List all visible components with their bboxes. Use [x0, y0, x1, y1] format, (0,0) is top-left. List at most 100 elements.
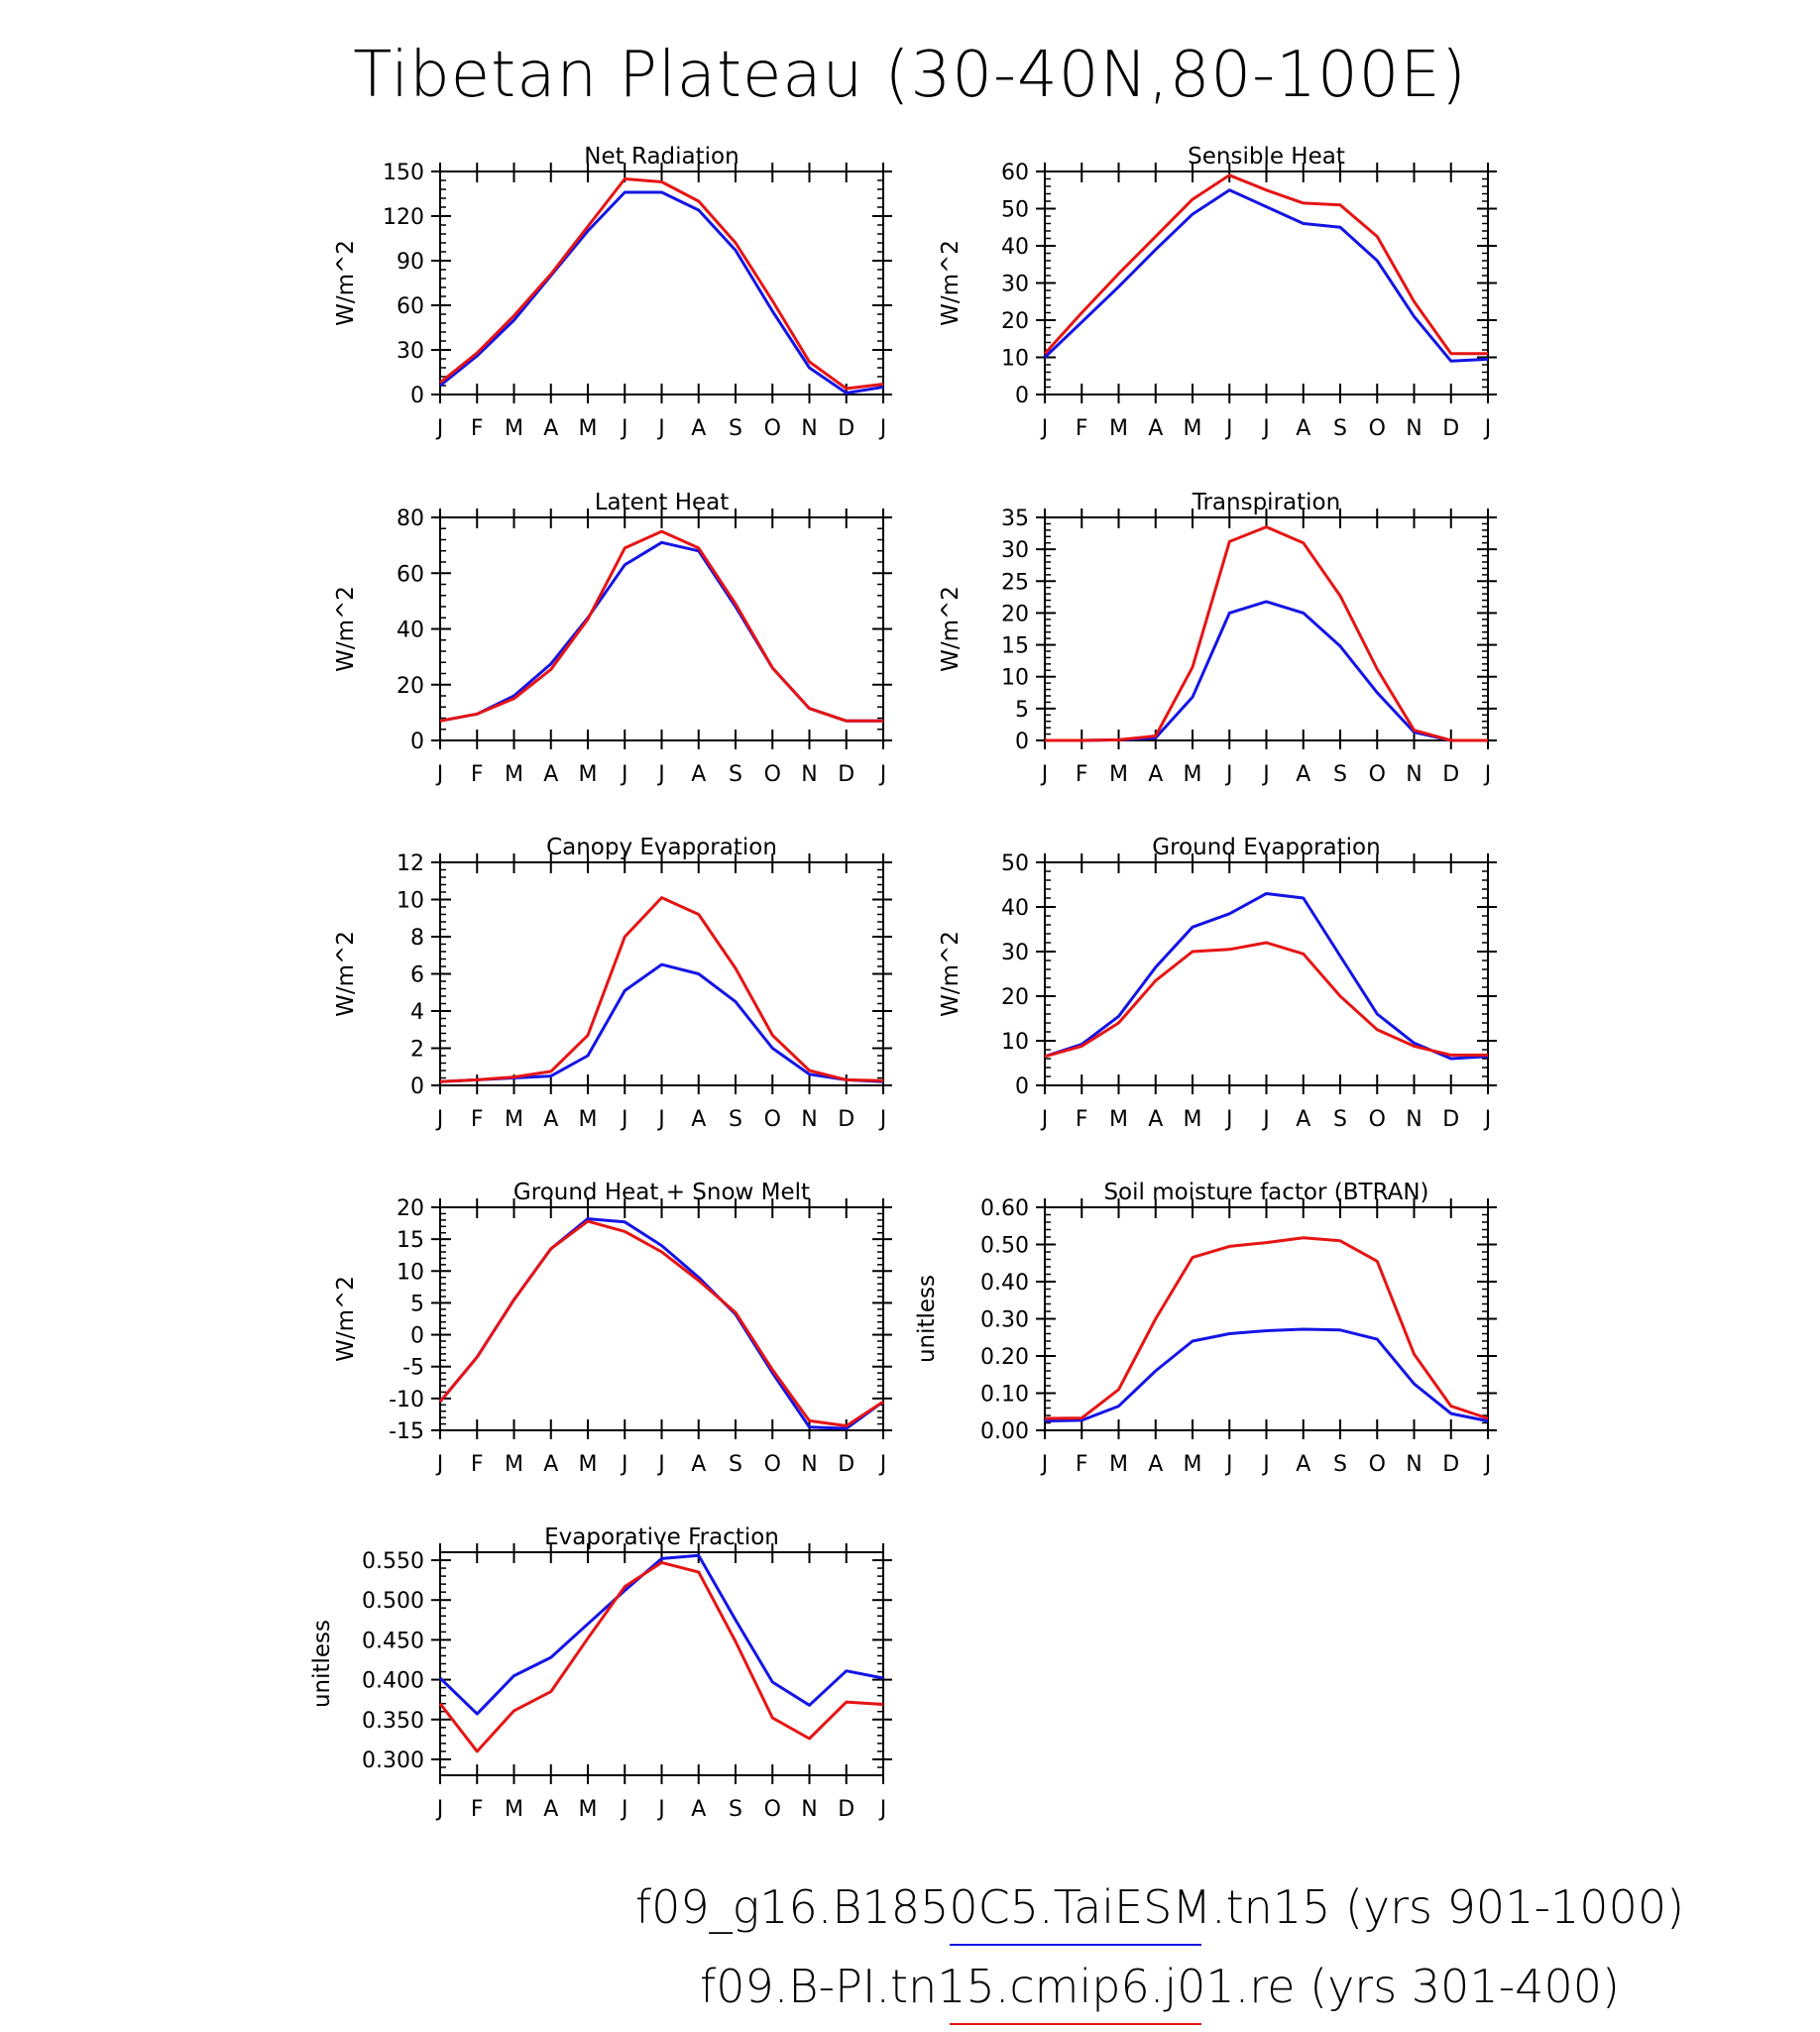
canopy-evaporation-y-tick-label: 0	[410, 1074, 424, 1099]
ground-heat-snow-melt-x-tick-label: J	[656, 1452, 665, 1477]
soil-moisture-factor-btran-x-tick-label: O	[1369, 1452, 1386, 1477]
net-radiation-plot-frame	[439, 170, 884, 395]
ground-heat-snow-melt-y-axis-label: W/m^2	[333, 1276, 359, 1362]
net-radiation-x-tick-label: S	[729, 416, 742, 441]
transpiration-y-tick-label: 15	[1001, 634, 1029, 659]
soil-moisture-factor-btran-y-tick-label: 0.20	[980, 1345, 1029, 1370]
net-radiation-y-tick-label: 60	[397, 294, 424, 319]
net-radiation-series-case1-line	[439, 190, 884, 395]
canopy-evaporation-x-tick-label: O	[764, 1107, 781, 1132]
soil-moisture-factor-btran-y-tick-label: 0.50	[980, 1234, 1029, 1259]
evaporative-fraction-plot-frame	[439, 1551, 884, 1776]
latent-heat-x-tick-label: S	[729, 762, 742, 787]
ground-evaporation-x-tick-label: J	[1483, 1107, 1492, 1132]
transpiration-y-tick-label: 25	[1001, 570, 1029, 595]
evaporative-fraction-y-tick-label: 0.550	[362, 1549, 424, 1574]
sensible-heat-title: Sensible Heat	[1188, 144, 1345, 169]
ground-heat-snow-melt-x-tick-label: A	[691, 1452, 706, 1477]
soil-moisture-factor-btran-title: Soil moisture factor (BTRAN)	[1103, 1180, 1428, 1205]
ground-heat-snow-melt-y-tick-label: -5	[402, 1356, 424, 1381]
ground-evaporation-x-tick-label: S	[1333, 1107, 1347, 1132]
soil-moisture-factor-btran-y-tick-label: 0.10	[980, 1383, 1029, 1408]
sensible-heat-x-tick-label: N	[1406, 416, 1422, 441]
net-radiation-y-tick-label: 150	[383, 161, 424, 185]
net-radiation-x-tick-label: A	[691, 416, 706, 441]
sensible-heat-y-tick-label: 20	[1001, 309, 1029, 334]
evaporative-fraction-x-tick-label: J	[620, 1797, 628, 1822]
ground-heat-snow-melt-y-tick-label: 15	[397, 1228, 424, 1253]
ground-heat-snow-melt-y-tick-label: 0	[410, 1324, 424, 1349]
latent-heat-y-tick-label: 20	[397, 674, 424, 699]
soil-moisture-factor-btran-x-tick-label: J	[1483, 1452, 1492, 1477]
latent-heat-series-case1-line	[439, 540, 883, 723]
evaporative-fraction-panel: J F M A M J J A S O N D J0.3000.3500.4000.4500.5000.…	[309, 1524, 892, 1822]
soil-moisture-factor-btran-x-tick-label: S	[1333, 1452, 1347, 1477]
transpiration-title: Transpiration	[1192, 490, 1340, 515]
ground-evaporation-y-tick-label: 10	[1001, 1030, 1029, 1055]
transpiration-y-tick-label: 5	[1015, 698, 1029, 723]
ground-evaporation-series-case1-line	[1044, 892, 1489, 1061]
soil-moisture-factor-btran-y-axis-label: unitless	[914, 1275, 940, 1363]
ground-heat-snow-melt-title: Ground Heat + Snow Melt	[513, 1180, 810, 1205]
latent-heat-x-tick-label: A	[691, 762, 706, 787]
canopy-evaporation-y-tick-label: 8	[410, 926, 424, 951]
evaporative-fraction-x-tick-label: M	[505, 1797, 523, 1822]
sensible-heat-y-axis-label: W/m^2	[938, 240, 964, 326]
ground-evaporation-x-tick-label: O	[1369, 1107, 1386, 1132]
ground-evaporation-title: Ground Evaporation	[1152, 835, 1380, 860]
evaporative-fraction-x-tick-label: N	[801, 1797, 817, 1822]
latent-heat-x-tick-label: J	[656, 762, 665, 787]
transpiration-x-tick-label: J	[1224, 762, 1233, 787]
canopy-evaporation-series-case2-line	[439, 896, 884, 1083]
latent-heat-series-case2-line	[439, 529, 883, 723]
soil-moisture-factor-btran-y-tick-label: 0.00	[980, 1419, 1029, 1444]
ground-heat-snow-melt-x-tick-label: F	[471, 1452, 484, 1477]
sensible-heat-x-tick-label: J	[1483, 416, 1492, 441]
soil-moisture-factor-btran-x-tick-label: N	[1406, 1452, 1422, 1477]
transpiration-x-tick-label: J	[1483, 762, 1492, 787]
canopy-evaporation-x-tick-label: S	[729, 1107, 742, 1132]
latent-heat-y-tick-label: 60	[397, 562, 424, 587]
transpiration-panel: J F M A M J J A S O N D J05101520253035Transpiration…	[938, 490, 1497, 787]
ground-heat-snow-melt-x-tick-label: O	[764, 1452, 781, 1477]
latent-heat-x-tick-label: J	[878, 762, 887, 787]
ground-evaporation-x-tick-label: J	[1040, 1107, 1049, 1132]
evaporative-fraction-x-tick-label: J	[656, 1797, 665, 1822]
canopy-evaporation-x-tick-label: J	[620, 1107, 628, 1132]
net-radiation-x-tick-label: J	[656, 416, 665, 441]
net-radiation-x-tick-label: J	[878, 416, 887, 441]
sensible-heat-x-tick-label: M	[1109, 416, 1128, 441]
canopy-evaporation-x-tick-label: M	[579, 1107, 598, 1132]
ground-heat-snow-melt-x-tick-label: A	[543, 1452, 558, 1477]
sensible-heat-x-tick-label: O	[1369, 416, 1386, 441]
evaporative-fraction-title: Evaporative Fraction	[544, 1524, 779, 1550]
latent-heat-y-tick-label: 80	[397, 507, 424, 531]
net-radiation-y-tick-label: 120	[383, 205, 424, 230]
latent-heat-y-axis-label: W/m^2	[333, 586, 359, 672]
sensible-heat-x-tick-label: F	[1076, 416, 1088, 441]
canopy-evaporation-y-axis-label: W/m^2	[333, 931, 359, 1017]
ground-evaporation-y-axis-label: W/m^2	[938, 931, 964, 1017]
ground-heat-snow-melt-x-tick-label: S	[729, 1452, 742, 1477]
evaporative-fraction-series-case1-line	[438, 1553, 884, 1716]
soil-moisture-factor-btran-series-case1-line	[1044, 1327, 1489, 1423]
evaporative-fraction-x-tick-label: O	[764, 1797, 781, 1822]
canopy-evaporation-x-tick-label: A	[691, 1107, 706, 1132]
ground-heat-snow-melt-x-tick-label: N	[801, 1452, 817, 1477]
evaporative-fraction-x-tick-label: S	[729, 1797, 742, 1822]
transpiration-y-tick-label: 35	[1001, 507, 1029, 531]
net-radiation-x-tick-label: A	[543, 416, 558, 441]
evaporative-fraction-x-tick-label: J	[435, 1797, 444, 1822]
transpiration-plot-frame	[1044, 516, 1489, 741]
transpiration-series-case2-line	[1045, 525, 1488, 742]
latent-heat-x-tick-label: F	[471, 762, 484, 787]
evaporative-fraction-y-axis-label: unitless	[309, 1620, 335, 1708]
transpiration-x-tick-label: F	[1076, 762, 1088, 787]
transpiration-x-tick-label: D	[1442, 762, 1459, 787]
ground-heat-snow-melt-plot-frame	[439, 1206, 884, 1431]
evaporative-fraction-x-tick-label: D	[838, 1797, 854, 1822]
